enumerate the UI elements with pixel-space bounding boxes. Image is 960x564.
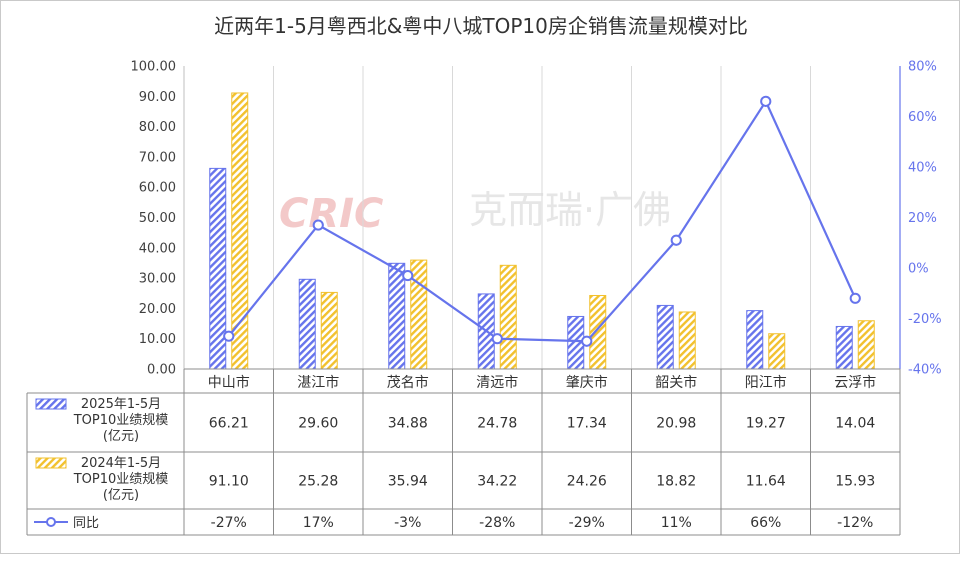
legend-label: (亿元)	[103, 429, 139, 444]
legend-label: 2024年1-5月	[81, 456, 161, 471]
y2-tick-label: -20%	[908, 312, 942, 327]
y-tick-label: 50.00	[139, 211, 176, 226]
y-tick-label: 70.00	[139, 150, 176, 165]
bar-2024	[857, 320, 875, 370]
legend-swatch-2024	[35, 457, 67, 469]
data-label: 17%	[303, 515, 334, 531]
y-tick-label: 30.00	[139, 272, 176, 287]
bar-2024	[589, 294, 607, 370]
data-label: 20.98	[656, 416, 696, 432]
data-label: 24.26	[567, 474, 607, 490]
y-tick-label: 40.00	[139, 241, 176, 256]
yoy-point	[491, 333, 503, 345]
data-label: 91.10	[209, 474, 249, 490]
legend-label: (亿元)	[103, 488, 139, 503]
bar-2024	[678, 311, 696, 370]
data-label: -12%	[837, 515, 873, 531]
legend-swatch-2025	[35, 398, 67, 410]
chart-title: 近两年1-5月粤西北&粤中八城TOP10房企销售流量规模对比	[214, 14, 748, 38]
category-label: 茂名市	[387, 374, 429, 391]
bar-2024	[499, 264, 517, 370]
watermark-logo: CRIC	[279, 191, 383, 237]
bar-2025	[835, 325, 853, 370]
legend-swatch-yoy-point	[46, 517, 56, 527]
data-label: 17.34	[567, 416, 607, 432]
category-label: 阳江市	[745, 374, 787, 391]
category-label: 韶关市	[655, 374, 697, 391]
category-label: 湛江市	[297, 374, 339, 391]
watermark-text: 克而瑞·广佛	[469, 188, 671, 232]
data-label: 11%	[661, 515, 692, 531]
y-tick-label: 10.00	[139, 332, 176, 347]
line-series	[223, 95, 861, 347]
yoy-point	[402, 269, 414, 282]
y-tick-label: 80.00	[139, 120, 176, 135]
y-tick-label: 0.00	[147, 363, 176, 378]
yoy-point	[581, 335, 593, 347]
category-label: 清远市	[476, 374, 518, 391]
data-label: -3%	[394, 515, 421, 531]
data-label: 34.88	[388, 416, 428, 432]
legend-label: 2025年1-5月	[81, 397, 161, 412]
bar-2025	[209, 167, 227, 370]
y2-tick-label: -40%	[908, 363, 942, 378]
data-label: 25.28	[298, 474, 338, 490]
y-tick-label: 20.00	[139, 302, 176, 317]
data-label: 18.82	[656, 474, 696, 490]
legend-label: TOP10业绩规模	[73, 413, 169, 428]
y2-tick-label: 60%	[908, 110, 937, 125]
yoy-line	[227, 99, 857, 343]
data-label: 11.64	[746, 474, 786, 490]
data-label: 66.21	[209, 416, 249, 432]
y-axis-right: -40% -20% 0% 20% 40% 60% 80%	[899, 60, 942, 378]
bar-2025	[656, 304, 674, 370]
y2-tick-label: 40%	[908, 161, 937, 176]
y-tick-label: 90.00	[139, 90, 176, 105]
yoy-point	[223, 330, 235, 342]
data-table: 中山市 湛江市 茂名市 清远市 肇庆市 韶关市 阳江市 云浮市 66.21 29.60 34.88 2…	[26, 368, 901, 536]
data-label: 19.27	[746, 416, 786, 432]
category-label: 中山市	[208, 374, 250, 391]
yoy-point	[760, 95, 772, 107]
y2-tick-label: 20%	[908, 211, 937, 226]
yoy-point	[849, 292, 861, 304]
legend-label: TOP10业绩规模	[73, 472, 169, 487]
y-axis-left: 0.00 10.00 20.00 30.00 40.00 50.00 60.00 70.00 8…	[131, 60, 185, 378]
data-label: 24.78	[477, 416, 517, 432]
watermark: CRIC 克而瑞·广佛	[279, 188, 671, 237]
data-label: 34.22	[477, 474, 517, 490]
y2-tick-label: 80%	[908, 60, 937, 75]
data-label: 66%	[750, 515, 781, 531]
data-label: -27%	[211, 515, 247, 531]
bar-2025	[298, 278, 316, 370]
data-label: -29%	[569, 515, 605, 531]
yoy-point	[312, 219, 324, 231]
y2-tick-label: 0%	[908, 262, 929, 277]
y-tick-label: 60.00	[139, 181, 176, 196]
data-label: 14.04	[835, 416, 875, 432]
category-label: 云浮市	[834, 374, 876, 391]
data-label: 29.60	[298, 416, 338, 432]
bar-2024	[231, 92, 249, 370]
data-label: 35.94	[388, 474, 428, 490]
bar-2025	[746, 310, 764, 370]
y-tick-label: 100.00	[131, 60, 177, 75]
bar-2025	[567, 315, 585, 370]
data-label: 15.93	[835, 474, 875, 490]
yoy-point	[670, 234, 682, 246]
legend-label: 同比	[73, 516, 99, 531]
bar-2025	[388, 262, 406, 370]
bar-2024	[768, 333, 786, 370]
category-label: 肇庆市	[566, 374, 608, 391]
data-label: -28%	[479, 515, 515, 531]
bar-2024	[320, 291, 338, 370]
combo-chart: 近两年1-5月粤西北&粤中八城TOP10房企销售流量规模对比 CRIC 克而瑞·…	[26, 14, 942, 536]
